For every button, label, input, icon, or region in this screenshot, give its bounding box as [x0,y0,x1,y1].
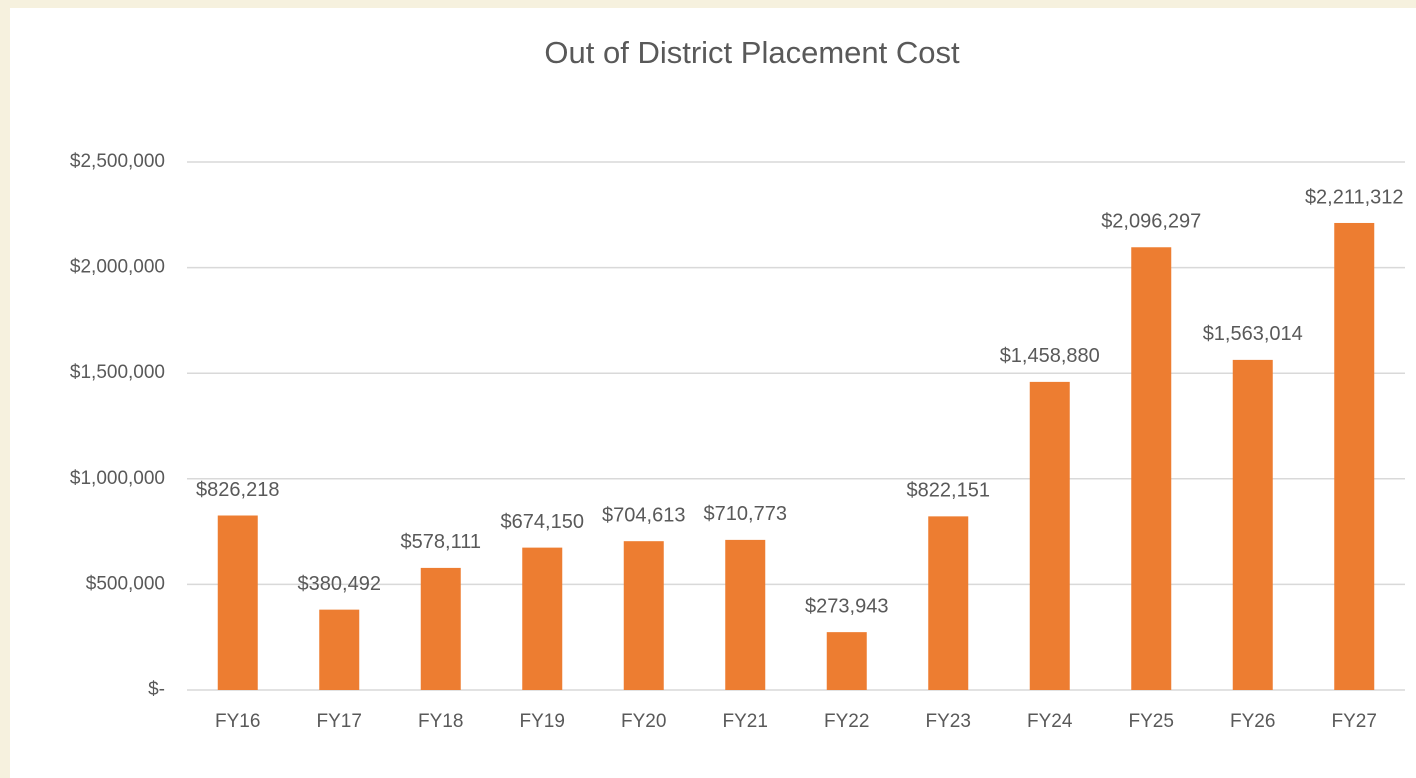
x-tick-label: FY18 [418,711,463,732]
bar [1232,359,1273,690]
x-tick-label: FY17 [317,711,362,732]
bar [826,632,867,690]
data-label: $2,096,297 [1101,211,1201,233]
chart-title: Out of District Placement Cost [544,35,960,70]
data-label: $273,943 [805,595,888,617]
bar [928,516,969,690]
x-tick-label: FY22 [824,711,869,732]
bar [522,547,563,690]
bar [1029,381,1070,690]
x-tick-label: FY21 [723,711,768,732]
data-label: $2,211,312 [1305,186,1404,208]
y-tick-label: $1,500,000 [70,362,165,383]
y-tick-label: $2,000,000 [70,257,165,278]
x-tick-label: FY24 [1027,711,1073,732]
y-tick-label: $2,500,000 [70,151,165,172]
bar [1334,222,1375,691]
bar [725,539,766,690]
x-tick-label: FY16 [215,711,260,732]
x-tick-label: FY20 [621,711,666,732]
bar [1131,247,1172,690]
x-tick-label: FY23 [926,711,971,732]
data-label: $710,773 [704,503,787,525]
bar [623,541,664,690]
bar [319,609,360,690]
y-tick-label: $1,000,000 [70,468,165,489]
data-label: $826,218 [196,479,279,501]
y-tick-label: $500,000 [86,573,165,594]
x-tick-label: FY25 [1129,711,1174,732]
data-label: $1,458,880 [1000,345,1100,367]
x-tick-label: FY26 [1230,711,1275,732]
y-tick-label: $- [148,679,165,700]
data-label: $822,151 [907,480,990,502]
data-label: $674,150 [501,511,584,533]
bar [217,515,258,690]
data-label: $380,492 [298,573,381,595]
data-label: $578,111 [401,531,481,553]
bar [420,567,461,690]
x-tick-label: FY19 [520,711,565,732]
data-label: $704,613 [602,504,685,526]
data-label: $1,563,014 [1203,323,1303,345]
x-tick-label: FY27 [1332,711,1377,732]
